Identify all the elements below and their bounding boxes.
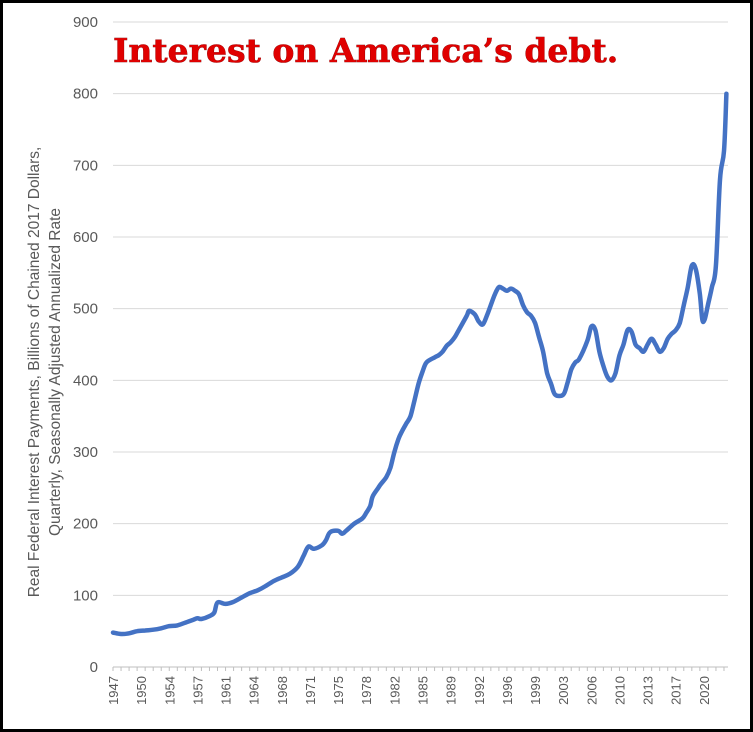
y-tick-label: 100 xyxy=(73,587,98,604)
y-axis-label: Real Federal Interest Payments, Billions… xyxy=(26,147,64,598)
x-tick-label: 1982 xyxy=(387,676,402,705)
y-tick-label: 200 xyxy=(73,516,98,533)
y-tick-label: 300 xyxy=(73,444,98,461)
x-tick-label: 1978 xyxy=(359,676,374,705)
x-tick-label: 1957 xyxy=(190,676,205,705)
y-tick-label: 0 xyxy=(90,659,98,676)
series-line xyxy=(110,91,729,637)
y-tick-label: 900 xyxy=(73,14,98,31)
x-axis xyxy=(112,666,728,671)
x-tick-label: 2003 xyxy=(556,676,571,705)
x-tick-label: 1989 xyxy=(444,676,459,705)
x-tick-label: 1964 xyxy=(247,676,262,705)
x-tick-label: 2013 xyxy=(641,676,656,705)
x-tick-label: 1968 xyxy=(275,676,290,705)
x-tick-label: 1992 xyxy=(472,676,487,705)
x-tick-label: 1950 xyxy=(134,676,149,705)
chart-title: Interest on America’s debt. xyxy=(113,31,618,70)
x-tick-label: 1985 xyxy=(416,676,431,705)
x-tick-label: 1996 xyxy=(500,676,515,705)
y-axis-tick-labels: 0 100 200 300 400 500 600 700 800 900 xyxy=(73,14,98,676)
x-tick-label: 1954 xyxy=(162,676,177,705)
gridlines xyxy=(113,21,728,596)
x-tick-label: 1999 xyxy=(528,676,543,705)
x-axis-tick-labels: 1947 1950 1954 1957 1961 1964 1968 1971 1975 1978… xyxy=(106,676,712,705)
x-tick-label: 1947 xyxy=(106,676,121,705)
y-axis-label-line: Real Federal Interest Payments, Billions… xyxy=(26,147,43,598)
x-tick-label: 1975 xyxy=(331,676,346,705)
y-axis-label-line: Quarterly, Seasonally Adjusted Annualize… xyxy=(47,208,64,536)
x-tick-label: 1971 xyxy=(303,676,318,705)
x-tick-label: 2006 xyxy=(584,676,599,705)
x-tick-label: 2010 xyxy=(612,676,627,705)
x-tick-label: 1961 xyxy=(219,676,234,705)
x-tick-label: 2020 xyxy=(697,676,712,705)
y-tick-label: 600 xyxy=(73,229,98,246)
x-tick-label: 2017 xyxy=(669,676,684,705)
y-tick-label: 700 xyxy=(73,157,98,174)
y-tick-label: 400 xyxy=(73,372,98,389)
y-tick-label: 500 xyxy=(73,301,98,318)
y-tick-label: 800 xyxy=(73,86,98,103)
